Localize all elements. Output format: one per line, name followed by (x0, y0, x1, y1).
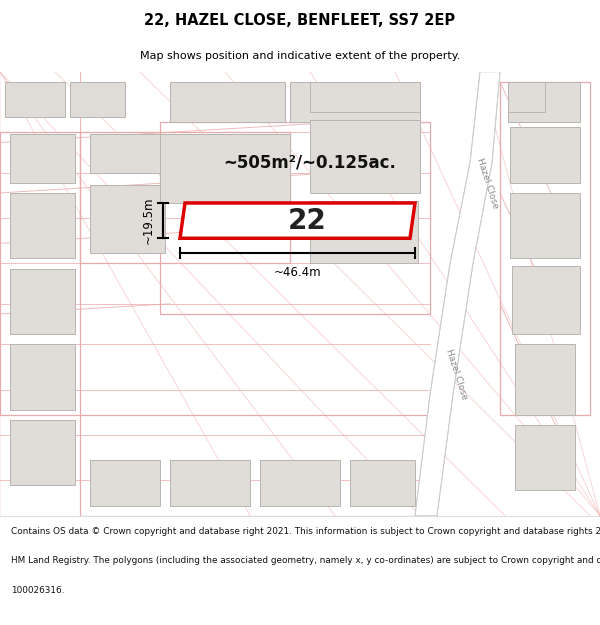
Polygon shape (515, 344, 575, 415)
Polygon shape (290, 82, 420, 122)
Polygon shape (90, 134, 165, 172)
Text: ~19.5m: ~19.5m (142, 197, 155, 244)
Polygon shape (508, 82, 545, 112)
Text: 100026316.: 100026316. (11, 586, 64, 594)
Polygon shape (10, 269, 75, 334)
Polygon shape (260, 460, 340, 506)
Polygon shape (310, 82, 420, 112)
Polygon shape (10, 344, 75, 410)
Polygon shape (350, 460, 415, 506)
Polygon shape (512, 266, 580, 334)
Polygon shape (70, 82, 125, 118)
Polygon shape (90, 460, 160, 506)
Polygon shape (310, 120, 420, 193)
Polygon shape (415, 72, 500, 516)
Text: ~46.4m: ~46.4m (274, 266, 322, 279)
Polygon shape (10, 193, 75, 259)
Polygon shape (10, 134, 75, 182)
Polygon shape (508, 82, 580, 122)
Polygon shape (5, 82, 65, 118)
Polygon shape (510, 193, 580, 259)
Text: Hazel Close: Hazel Close (445, 348, 469, 401)
Polygon shape (510, 127, 580, 182)
Polygon shape (180, 203, 415, 238)
Polygon shape (90, 185, 165, 253)
Text: 22: 22 (288, 207, 327, 234)
Text: 22, HAZEL CLOSE, BENFLEET, SS7 2EP: 22, HAZEL CLOSE, BENFLEET, SS7 2EP (145, 12, 455, 28)
Polygon shape (310, 201, 418, 264)
Text: Map shows position and indicative extent of the property.: Map shows position and indicative extent… (140, 51, 460, 61)
Polygon shape (170, 82, 285, 122)
Polygon shape (10, 420, 75, 486)
Polygon shape (515, 425, 575, 491)
Text: ~505m²/~0.125ac.: ~505m²/~0.125ac. (224, 154, 397, 172)
Text: Contains OS data © Crown copyright and database right 2021. This information is : Contains OS data © Crown copyright and d… (11, 526, 600, 536)
Text: HM Land Registry. The polygons (including the associated geometry, namely x, y c: HM Land Registry. The polygons (includin… (11, 556, 600, 565)
Text: Hazel Close: Hazel Close (476, 156, 500, 209)
Polygon shape (170, 460, 250, 506)
Polygon shape (160, 134, 290, 203)
